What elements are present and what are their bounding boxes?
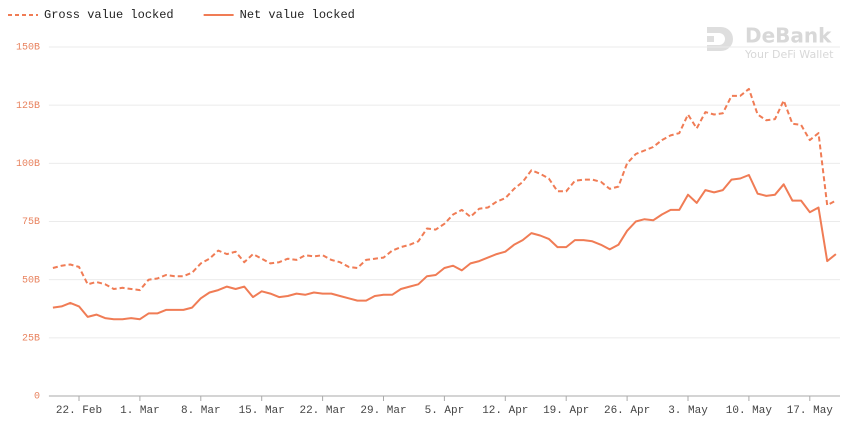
x-tick-label: 3. May xyxy=(668,405,708,417)
series-line xyxy=(52,174,837,321)
x-tick-label: 22. Mar xyxy=(299,405,345,417)
y-tick-label: 150B xyxy=(16,43,40,54)
legend-label: Net value locked xyxy=(240,8,355,22)
y-tick-label: 0 xyxy=(34,392,40,403)
y-tick-label: 25B xyxy=(22,333,40,344)
x-tick-label: 12. Apr xyxy=(482,405,528,417)
watermark-title: DeBank xyxy=(745,24,832,48)
y-tick-label: 100B xyxy=(16,159,40,170)
y-tick-label: 50B xyxy=(22,275,40,286)
x-tick-label: 10. May xyxy=(726,405,773,417)
x-tick-label: 29. Mar xyxy=(360,405,406,417)
x-tick-label: 5. Apr xyxy=(425,405,465,417)
watermark-subtitle: Your DeFi Wallet xyxy=(744,48,834,61)
legend-label: Gross value locked xyxy=(44,8,174,22)
watermark-logo xyxy=(707,27,733,51)
x-tick-label: 15. Mar xyxy=(239,405,285,417)
x-tick-label: 8. Mar xyxy=(181,405,221,417)
y-tick-label: 75B xyxy=(22,217,40,228)
x-tick-label: 19. Apr xyxy=(543,405,589,417)
x-tick-label: 1. Mar xyxy=(120,405,160,417)
series-line xyxy=(52,87,837,292)
legend-item: Gross value locked xyxy=(8,8,174,22)
x-tick-label: 26. Apr xyxy=(604,405,650,417)
x-tick-label: 22. Feb xyxy=(56,405,102,417)
watermark: DeBank Your DeFi Wallet xyxy=(707,24,834,61)
legend-item: Net value locked xyxy=(203,8,355,22)
x-tick-label: 17. May xyxy=(787,405,834,417)
y-tick-label: 125B xyxy=(16,101,40,112)
